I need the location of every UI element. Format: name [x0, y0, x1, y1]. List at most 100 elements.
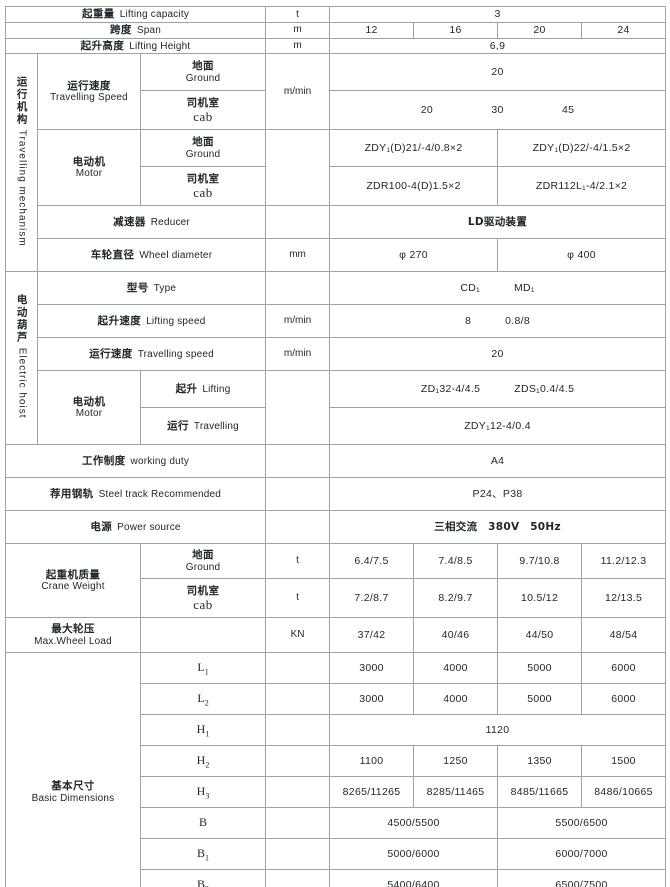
table-row-max-wheel-load: 最大轮压 Max.Wheel Load KN 37/42 40/46 44/50… [5, 617, 667, 654]
row-label-power-source: 电源 Power source [4, 510, 267, 545]
value-span-2: 16 [413, 21, 499, 39]
section-label-en: Electric hoist [16, 348, 28, 419]
value-h3-3: 8485/11665 [497, 776, 583, 809]
table-row-travelling-speed-cab: 司机室 cab 20 30 45 [6, 90, 667, 131]
value-l1-4: 6000 [581, 652, 667, 685]
row-label-working-duty: 工作制度 working duty [4, 444, 267, 479]
dimension-symbol-l1: L1 [139, 652, 267, 685]
symbol-base: B [197, 845, 206, 860]
label-en: Travelling speed [137, 348, 214, 360]
sublabel-en: cab [193, 596, 213, 612]
unit-dimension-h2 [265, 745, 331, 778]
label-en: Lifting Height [129, 40, 191, 52]
value-travelling-speed-cab: 20 30 45 [329, 90, 667, 131]
section-label-electric-hoist-inner: 电动葫芦 Electric hoist [14, 294, 28, 418]
sublabel-cn: 地面 [192, 549, 214, 562]
value-hoist-type: CD₁ MD₁ [329, 271, 667, 306]
sublabel-en: Ground [185, 148, 221, 160]
sublabel-hoist-motor-travelling: 运行 Travelling [139, 407, 267, 446]
unit-dimension-b2 [265, 869, 331, 887]
value-crane-weight-cab-3: 10.5/12 [497, 578, 583, 619]
row-label-lifting-height: 起升高度 Lifting Height [4, 37, 267, 55]
crane-specification-table: 起重量 Lifting capacity t 3 跨度 Span m 1 2 16 2… [4, 6, 667, 887]
symbol-base: H [196, 783, 206, 798]
table-row-dimension-b2: B2 5400/6400 6500/7500 [6, 869, 667, 887]
value-crane-weight-ground-2: 7.4/8.5 [413, 543, 499, 580]
section-label-electric-hoist: 电动葫芦 Electric hoist [5, 271, 38, 446]
value-lift-speed-2: 0.8/8 [505, 315, 531, 328]
value-h2-1: 1100 [329, 745, 415, 778]
value-steel-track: P24、P38 [329, 477, 667, 512]
table-row-power-source: 电源 Power source 三相交流 380V 50Hz [4, 510, 667, 545]
label-en: Motor [75, 408, 103, 420]
sublabel-cn: 司机室 [186, 584, 220, 597]
value-hoist-motor-lift-1: ZD₁32-4/4.5 [420, 383, 481, 396]
label-cn: 减速器 [113, 215, 146, 228]
value-l2-1: 3000 [329, 683, 415, 716]
row-label-hoist-travelling-speed: 运行速度 Travelling speed [36, 337, 267, 372]
symbol-base: B [197, 876, 206, 887]
symbol-base: H [196, 752, 206, 767]
dimension-symbol-h2: H2 [139, 745, 267, 778]
sublabel-travelling-speed-cab: 司机室 cab [139, 90, 267, 131]
table-row-steel-track: 荐用钢轨 Steel track Recommended P24、P38 [4, 477, 667, 512]
value-b2-right: 6500/7500 [497, 869, 667, 887]
value-h2-4: 1500 [581, 745, 667, 778]
value-h2-3: 1350 [497, 745, 583, 778]
row-label-span: 跨度 Span [4, 21, 267, 39]
unit-hoist-travelling-speed: m/min [265, 337, 331, 372]
symbol-sub: 1 [204, 667, 209, 677]
section-label-cn: 电动葫芦 [15, 294, 28, 345]
label-en: Type [153, 282, 177, 294]
symbol-base: L [197, 659, 205, 674]
value-hoist-travelling-speed: 20 [329, 337, 667, 372]
table-row-dimension-h3: H3 8265/11265 8285/11465 8485/11665 8486… [6, 776, 667, 809]
row-label-steel-track: 荐用钢轨 Steel track Recommended [4, 477, 267, 512]
value-l2-3: 5000 [497, 683, 583, 716]
label-en: Span [136, 24, 161, 36]
table-row-crane-weight-cab: 司机室 cab t 7.2/8.7 8.2/9.7 10.5/12 12/13.… [6, 578, 667, 619]
value-cab-2: 30 [491, 104, 504, 117]
sublabel-cn: 地面 [192, 136, 214, 149]
unit-dimension-l2 [265, 683, 331, 716]
value-hoist-lifting-speed: 8 0.8/8 [329, 304, 667, 339]
value-crane-weight-ground-4: 11.2/12.3 [581, 543, 667, 580]
unit-span: m [265, 21, 331, 39]
label-en: working duty [130, 455, 190, 467]
value-lifting-capacity: 3 [329, 6, 667, 23]
label-en: Wheel diameter [139, 249, 213, 261]
symbol-base: B [199, 814, 208, 829]
value-crane-weight-ground-3: 9.7/10.8 [497, 543, 583, 580]
value-b-left: 4500/5500 [329, 807, 499, 840]
symbol-sub: 2 [205, 760, 210, 770]
row-label-hoist-type: 型号 Type [36, 271, 267, 306]
value-travelling-motor-cab-right: ZDR112L₁-4/2.1×2 [497, 166, 667, 207]
value-group: 20 30 45 [332, 104, 663, 116]
label-cn: 起重量 [81, 8, 115, 20]
unit-dimension-h3 [265, 776, 331, 809]
section-label-travelling-mechanism-inner: 运行机构 Travelling mechanism [14, 76, 28, 247]
label-en: Lifting capacity [119, 9, 190, 20]
symbol-base: L [197, 690, 205, 705]
section-label-en: Travelling mechanism [16, 129, 28, 247]
value-wheel-diameter-right: φ 400 [497, 238, 667, 273]
value-type-1: CD₁ [460, 282, 480, 295]
table-row-dimension-l2: L2 3000 4000 5000 6000 [6, 683, 667, 716]
table-row-hoist-motor-travelling: 运行 Travelling ZDY₁12-4/0.4 [6, 407, 667, 446]
value-cab-1: 20 [420, 104, 434, 117]
table-row-lifting-height: 起升高度 Lifting Height m 6,9 [4, 37, 667, 55]
value-max-wheel-load-2: 40/46 [413, 617, 499, 654]
unit-travelling-motor [265, 129, 331, 207]
label-cn: 工作制度 [81, 454, 126, 467]
label-cn: 起重机质量 [45, 568, 101, 581]
symbol-sub: 3 [205, 791, 210, 801]
row-label-max-wheel-load: 最大轮压 Max.Wheel Load [5, 617, 141, 654]
unit-crane-weight-ground: t [265, 543, 331, 580]
section-label-cn: 运行机构 [15, 75, 28, 126]
label-cn: 电源 [90, 520, 113, 533]
table-row-dimension-h2: H2 1100 1250 1350 1500 [6, 745, 667, 778]
row-label-crane-weight: 起重机质量 Crane Weight [5, 543, 141, 619]
sublabel-cn: 起升 [175, 382, 198, 395]
unit-dimension-b1 [265, 838, 331, 871]
value-group: ZD₁32-4/4.5 ZDS₁0.4/4.5 [332, 383, 663, 395]
